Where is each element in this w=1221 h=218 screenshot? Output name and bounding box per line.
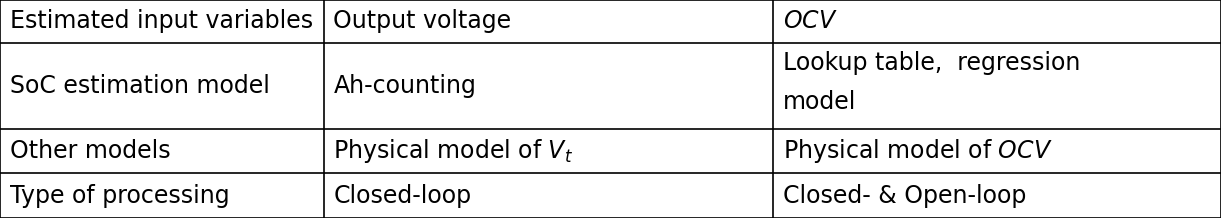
- Text: Estimated input variables: Estimated input variables: [10, 9, 313, 33]
- Text: Physical model of $OCV$: Physical model of $OCV$: [783, 137, 1053, 165]
- Text: Other models: Other models: [10, 139, 171, 163]
- Text: Output voltage: Output voltage: [333, 9, 512, 33]
- Text: $OCV$: $OCV$: [783, 9, 838, 33]
- Text: Physical model of $V_t$: Physical model of $V_t$: [333, 137, 574, 165]
- Text: Closed- & Open-loop: Closed- & Open-loop: [783, 184, 1026, 208]
- Text: Ah-counting: Ah-counting: [333, 73, 476, 98]
- Text: Type of processing: Type of processing: [10, 184, 230, 208]
- Text: SoC estimation model: SoC estimation model: [10, 73, 270, 98]
- Text: Closed-loop: Closed-loop: [333, 184, 471, 208]
- Text: Lookup table,  regression
model: Lookup table, regression model: [783, 51, 1081, 114]
